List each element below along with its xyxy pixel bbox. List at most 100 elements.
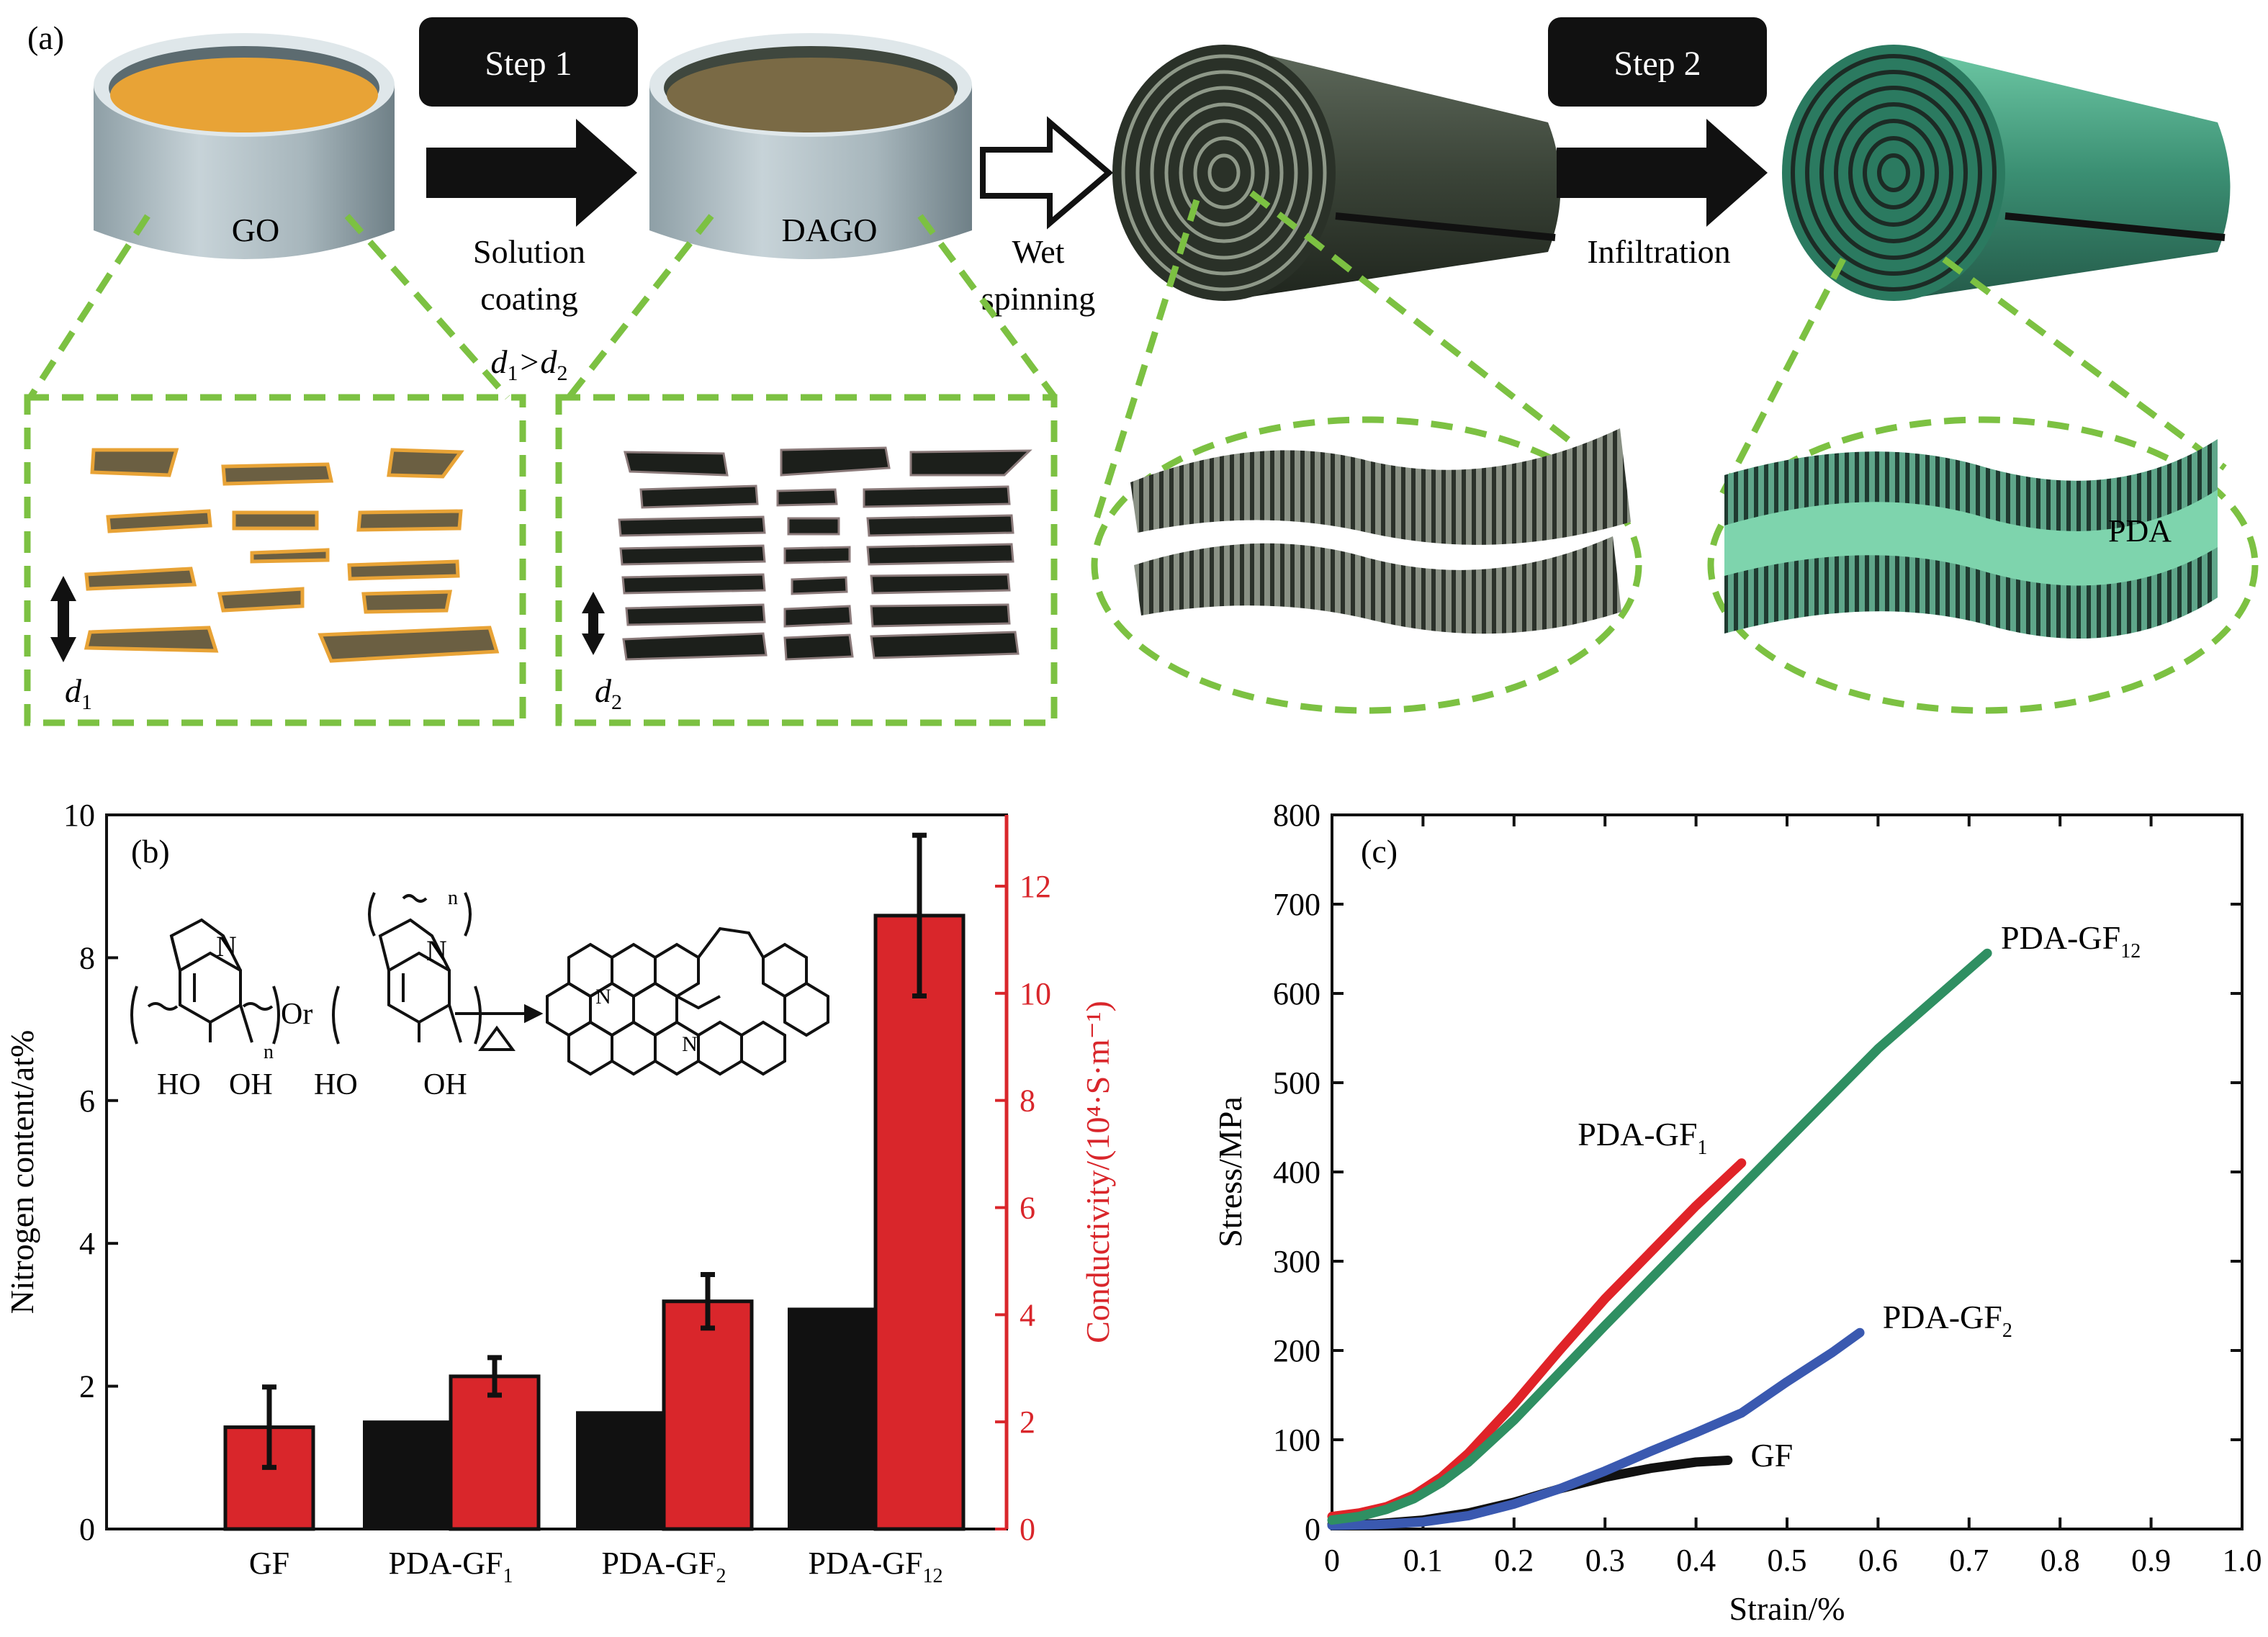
step1-label: Step 1 (485, 45, 572, 83)
step2-box (1548, 17, 1767, 107)
b-ytick-label: 0 (79, 1512, 95, 1547)
infiltration-label: Infiltration (1587, 233, 1730, 270)
c-series-label: GF (1750, 1437, 1793, 1474)
panel-c: (c) 0 0.1 0.2 0.3 0.4 0.5 0.6 0.7 0.8 0.9 1.0 0 100 2… (1212, 798, 2262, 1627)
c-xtick-label: 0.3 (1585, 1543, 1625, 1578)
b-ytick-label: 6 (79, 1083, 95, 1119)
b-bar-nitrogen (788, 1307, 876, 1529)
b-ytick-label: 4 (79, 1226, 95, 1261)
panel-a: (a) GO Step 1 Solution coating d1>d2 DAG… (24, 17, 2259, 726)
b-category-label: PDA-GF12 (809, 1546, 943, 1587)
b-y2tick-label: 0 (1020, 1512, 1035, 1547)
d2-label: d2 (595, 672, 622, 714)
spinning-label: spinning (981, 280, 1095, 317)
c-xtick-label: 0.6 (1858, 1543, 1898, 1578)
c-series-line (1327, 1456, 1733, 1530)
inset-n-2: N (426, 934, 447, 967)
dago-beaker: DAGO (649, 33, 972, 259)
b-ylabel: Nitrogen content/at% (4, 1030, 40, 1314)
c-series-label: PDA-GF1 (1578, 1116, 1707, 1159)
chemistry-inset-text: N n Or N n HO OH HO OH N N (157, 887, 698, 1101)
b-bar-nitrogen (576, 1411, 664, 1529)
b-y2label: Conductivity/(10⁴·S·m⁻¹) (1079, 1001, 1116, 1343)
panel-c-label: (c) (1361, 833, 1398, 870)
wet-spinning-arrow (980, 116, 1114, 230)
inset-sup-n: n (448, 887, 458, 909)
panel-c-lines: GF PDA-GF1 PDA-GF2 PDA-GF12 (1327, 919, 2141, 1530)
b-y2tick-label: 12 (1020, 869, 1051, 904)
c-series-line (1327, 1327, 1865, 1530)
inset-or: Or (281, 998, 312, 1031)
wet-label: Wet (1012, 233, 1065, 270)
c-ytick-label: 200 (1273, 1333, 1320, 1368)
panel-b-bars (223, 832, 966, 1531)
panel-b: (b) 0 2 4 6 8 10 0 2 4 6 8 10 12 GF PDA-GF1 PDA-GF2 PDA-… (4, 798, 1116, 1587)
c-series-label: PDA-GF12 (2001, 919, 2141, 962)
step1-box (419, 17, 638, 107)
c-ytick-label: 700 (1273, 887, 1320, 922)
c-ytick-label: 0 (1305, 1512, 1320, 1547)
b-ytick-label: 2 (79, 1369, 95, 1404)
step1-arrow (426, 119, 637, 227)
c-xtick-label: 0 (1324, 1543, 1340, 1578)
inset-ring-n-1: N (595, 985, 611, 1009)
inset-ho-1: HO (157, 1068, 201, 1101)
solution-label: Solution (473, 233, 585, 270)
b-bar-nitrogen (363, 1420, 451, 1529)
step2-label: Step 2 (1614, 45, 1701, 83)
c-ytick-label: 300 (1273, 1244, 1320, 1279)
b-category-label: PDA-GF1 (389, 1546, 513, 1587)
inset-ho-2: HO (314, 1068, 358, 1101)
b-ytick-label: 10 (63, 798, 95, 833)
inset-oh-1: OH (229, 1068, 273, 1101)
b-y2tick-label: 8 (1020, 1083, 1035, 1119)
b-bar-conductivity (449, 1374, 541, 1531)
dago-label: DAGO (782, 212, 878, 248)
go-stack-box: d1 (24, 394, 526, 726)
panel-b-axes: 0 2 4 6 8 10 0 2 4 6 8 10 12 GF PDA-GF1 PDA-GF2 PDA-GF12 (63, 798, 1051, 1587)
c-xtick-label: 0.5 (1768, 1543, 1807, 1578)
go-beaker: GO (94, 33, 395, 259)
c-xtick-label: 0.7 (1949, 1543, 1989, 1578)
inset-ring-n-2: N (682, 1032, 698, 1056)
b-y2tick-label: 6 (1020, 1190, 1035, 1225)
pda-zoom: PDA (1707, 416, 2259, 714)
chemistry-inset (130, 892, 829, 1076)
go-label: GO (232, 212, 279, 248)
b-y2tick-label: 4 (1020, 1297, 1035, 1332)
c-ytick-label: 800 (1273, 798, 1320, 833)
d1-arrow (50, 576, 76, 662)
b-bar-conductivity (873, 914, 966, 1531)
graphene-fiber-roll (1112, 45, 1561, 301)
c-ylabel: Stress/MPa (1212, 1096, 1248, 1248)
c-series-line (1327, 948, 1992, 1525)
inset-sub-n: n (264, 1041, 274, 1063)
d2-arrow (582, 592, 605, 655)
pda-label: PDA (2108, 513, 2172, 549)
zoom-lines (27, 190, 2227, 527)
step2-arrow (1557, 119, 1768, 227)
c-ytick-label: 500 (1273, 1065, 1320, 1101)
panel-c-axes: 0 0.1 0.2 0.3 0.4 0.5 0.6 0.7 0.8 0.9 1.0 0 100 200 30… (1273, 798, 2262, 1578)
b-category-label: PDA-GF2 (602, 1546, 726, 1587)
c-ytick-label: 400 (1273, 1155, 1320, 1190)
b-bar-conductivity (662, 1299, 754, 1531)
dago-stack-box: d2 (555, 394, 1058, 726)
d1-label: d1 (65, 672, 92, 714)
c-ytick-label: 600 (1273, 976, 1320, 1011)
c-xtick-label: 0.2 (1494, 1543, 1534, 1578)
coating-label: coating (480, 280, 577, 317)
d-compare-label: d1>d2 (490, 343, 567, 385)
c-xtick-label: 0.9 (2131, 1543, 2171, 1578)
c-ytick-label: 100 (1273, 1422, 1320, 1458)
inset-oh-2: OH (423, 1068, 467, 1101)
b-y2tick-label: 10 (1020, 976, 1051, 1011)
b-y2tick-label: 2 (1020, 1404, 1035, 1440)
pda-coated-roll (1782, 45, 2231, 301)
graphene-sheets-zoom (1091, 416, 1642, 714)
panel-b-label: (b) (131, 833, 170, 870)
c-series-label: PDA-GF2 (1883, 1299, 2012, 1342)
b-category-label: GF (249, 1546, 289, 1581)
c-xtick-label: 0.4 (1676, 1543, 1716, 1578)
